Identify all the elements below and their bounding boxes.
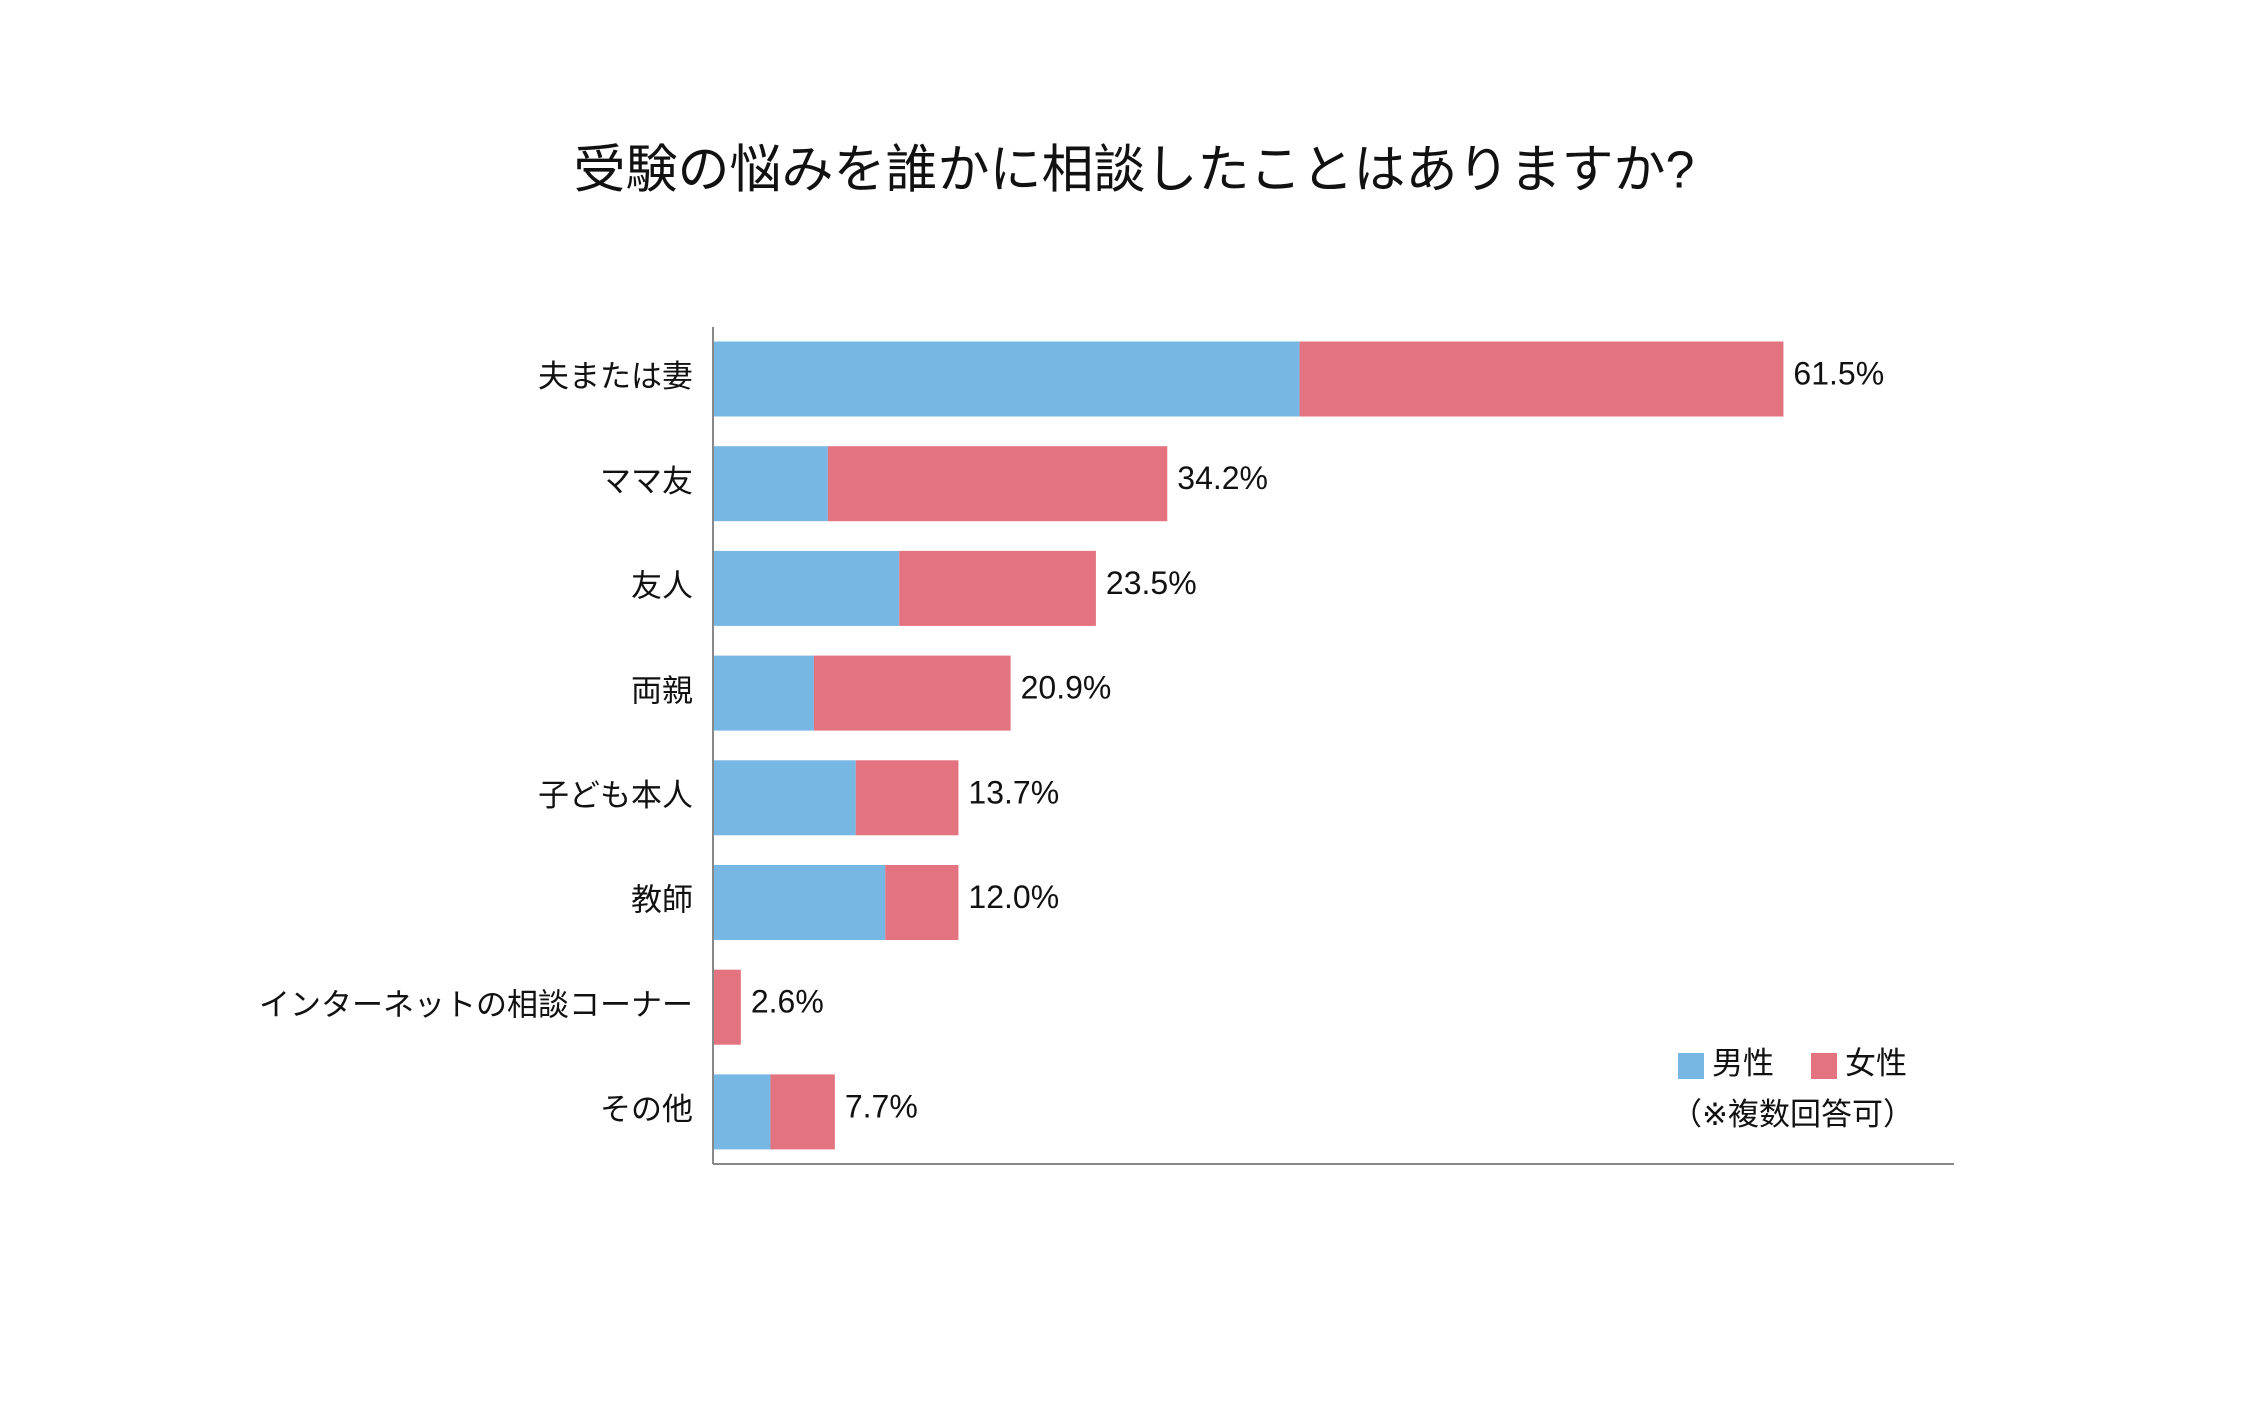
y-tick-label: 両親 — [631, 673, 693, 708]
bar-segment — [713, 550, 900, 626]
value-label: 12.0% — [968, 879, 1059, 915]
y-tick-label: ママ友 — [600, 464, 693, 499]
bar-segment — [713, 655, 814, 731]
bar-segment — [827, 446, 1168, 522]
bar-segment — [713, 1074, 771, 1150]
bar-segment — [813, 655, 1011, 731]
y-tick-label: 友人 — [631, 569, 693, 604]
note: （※複数回答可） — [1671, 1097, 1914, 1132]
value-label: 20.9% — [1021, 670, 1112, 706]
bar-segment — [713, 865, 886, 940]
y-tick-label: インターネットの相談コーナー — [259, 987, 693, 1022]
bar-segment — [855, 760, 959, 836]
legend-label: 男性 — [1712, 1046, 1774, 1081]
bar-segment — [885, 865, 959, 940]
bar-segment — [713, 446, 828, 522]
y-tick-label: その他 — [600, 1092, 693, 1127]
legend-label: 女性 — [1845, 1046, 1907, 1081]
bar-segment — [713, 341, 1300, 417]
y-tick-label: 教師 — [631, 883, 693, 918]
bar-segment — [770, 1074, 835, 1150]
bar-segment — [713, 969, 741, 1045]
y-tick-label: 子ども本人 — [538, 778, 693, 813]
chart-title: 受験の悩みを誰かに相談したことはありますか? — [574, 142, 1695, 200]
value-label: 7.7% — [845, 1088, 918, 1124]
value-label: 13.7% — [968, 774, 1059, 810]
value-label: 61.5% — [1793, 355, 1884, 391]
y-tick-label: 夫または妻 — [538, 359, 693, 394]
value-label: 23.5% — [1106, 565, 1197, 601]
bar-segment — [713, 760, 856, 836]
legend-swatch — [1678, 1053, 1704, 1079]
value-label: 34.2% — [1177, 460, 1268, 496]
value-label: 2.6% — [751, 984, 824, 1020]
legend-swatch — [1811, 1053, 1837, 1079]
bar-segment — [1299, 341, 1784, 417]
bar-segment — [899, 550, 1096, 626]
